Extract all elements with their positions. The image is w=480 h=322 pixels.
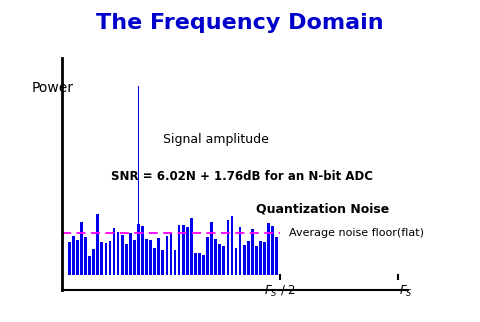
Bar xyxy=(271,226,274,275)
Bar xyxy=(215,239,217,275)
Bar xyxy=(153,248,156,275)
Bar xyxy=(206,237,209,275)
Bar xyxy=(267,223,270,275)
Bar xyxy=(125,244,128,275)
Text: Power: Power xyxy=(31,81,73,95)
Bar xyxy=(169,233,172,275)
Bar xyxy=(96,214,99,275)
Bar xyxy=(174,250,176,275)
Bar xyxy=(92,249,95,275)
Bar xyxy=(137,224,140,275)
Text: The Frequency Domain: The Frequency Domain xyxy=(96,13,384,33)
Bar xyxy=(259,241,262,275)
Bar xyxy=(80,222,83,275)
Bar xyxy=(198,252,201,275)
Bar xyxy=(68,242,71,275)
Bar xyxy=(108,241,111,275)
Bar xyxy=(138,86,139,275)
Bar xyxy=(227,220,229,275)
Text: $\mathit{F_S}$: $\mathit{F_S}$ xyxy=(399,284,413,299)
Bar xyxy=(186,227,189,275)
Text: Average noise floor(flat): Average noise floor(flat) xyxy=(289,228,424,238)
Bar xyxy=(194,253,197,275)
Bar xyxy=(230,216,233,275)
Bar xyxy=(76,241,79,275)
Bar xyxy=(129,233,132,275)
Bar xyxy=(105,243,107,275)
Bar xyxy=(218,243,221,275)
Text: SNR = 6.02N + 1.76dB for an N-bit ADC: SNR = 6.02N + 1.76dB for an N-bit ADC xyxy=(111,170,373,183)
Bar xyxy=(239,227,241,275)
Bar xyxy=(133,241,136,275)
Bar xyxy=(113,228,115,275)
Bar xyxy=(141,226,144,275)
Bar xyxy=(263,242,266,275)
Bar xyxy=(117,232,120,275)
Text: Signal amplitude: Signal amplitude xyxy=(163,133,268,146)
Bar xyxy=(178,225,180,275)
Text: $\mathit{F_S}$ / 2: $\mathit{F_S}$ / 2 xyxy=(264,284,296,299)
Text: Quantization Noise: Quantization Noise xyxy=(256,202,389,215)
Bar xyxy=(84,237,87,275)
Bar xyxy=(222,246,225,275)
Bar xyxy=(72,236,75,275)
Bar xyxy=(121,235,123,275)
Bar xyxy=(210,222,213,275)
Bar xyxy=(166,236,168,275)
Bar xyxy=(88,256,91,275)
Bar xyxy=(255,246,258,275)
Bar xyxy=(243,245,245,275)
Bar xyxy=(251,230,253,275)
Bar xyxy=(247,242,250,275)
Bar xyxy=(182,225,184,275)
Bar xyxy=(100,242,103,275)
Bar xyxy=(157,238,160,275)
Bar xyxy=(149,240,152,275)
Bar xyxy=(145,239,148,275)
Bar xyxy=(202,255,205,275)
Bar xyxy=(190,218,192,275)
Bar xyxy=(235,248,238,275)
Bar xyxy=(161,250,164,275)
Bar xyxy=(276,237,278,275)
